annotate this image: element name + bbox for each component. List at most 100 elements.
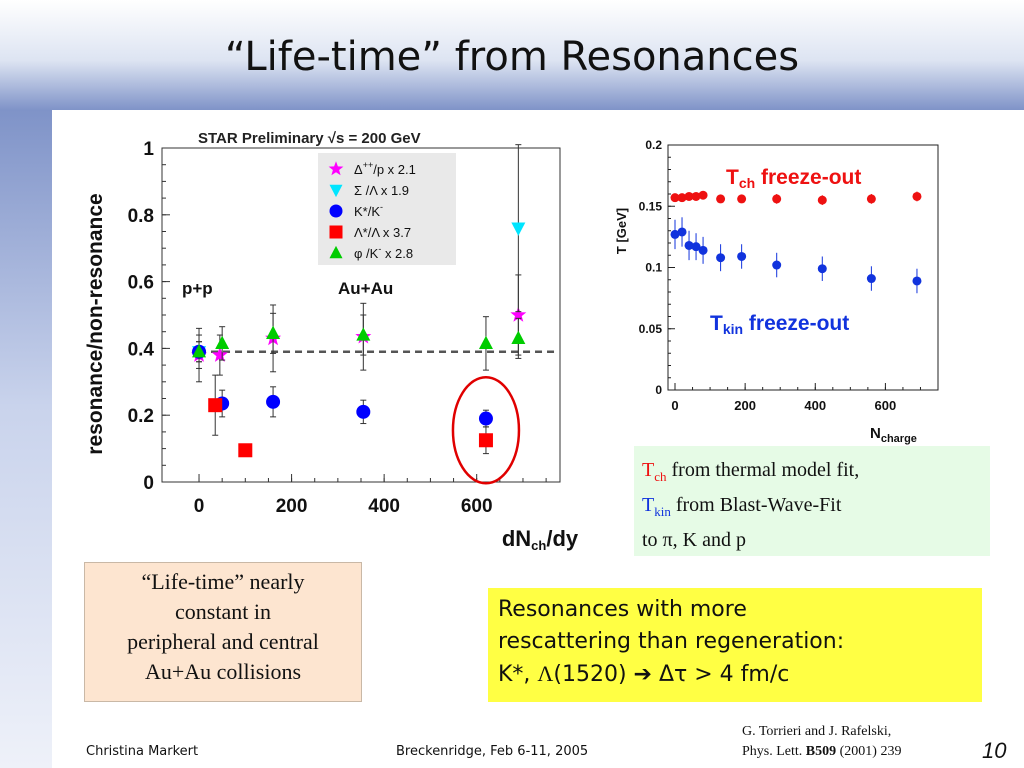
- annotation-pp: p+p: [182, 279, 213, 298]
- chart-title: STAR Preliminary √s = 200 GeV: [198, 130, 421, 147]
- data-point-circle: [478, 411, 493, 426]
- lifetime-line-4: Au+Au collisions: [144, 659, 302, 684]
- temperature-point: [737, 251, 747, 261]
- temperature-point: [817, 195, 827, 205]
- left-accent-band: [0, 110, 52, 768]
- lifetime-note-box: “Life-time” nearly constant in periphera…: [84, 562, 362, 702]
- x-tick-label: 0: [194, 496, 205, 517]
- tch-label: Tch freeze-out: [726, 166, 861, 191]
- lifetime-line-1: “Life-time” nearly: [141, 569, 305, 594]
- thermal-line-3: to π, K and p: [642, 529, 746, 551]
- x-tick-label: 600: [461, 496, 493, 517]
- resc-line-3: K*, Λ(1520) ➔ Δτ > 4 fm/c: [498, 661, 790, 687]
- resonance-chart-panel: Δ++/p x 2.1 Σ /Λ x 1.9 K*/K- Λ*/Λ x 3.7 φ /K…: [70, 114, 590, 554]
- data-point-triangle-up: [356, 327, 371, 341]
- data-point-triangle-up: [478, 335, 493, 349]
- y-tick-label: 0.8: [128, 206, 154, 227]
- y-tick-label: 1: [143, 139, 154, 160]
- temperature-chart: 0 200 400 600 0 0.05 0.1 0.15 0.2 T [GeV] Ncharg…: [614, 138, 939, 445]
- x-tick-label: 400: [368, 496, 400, 517]
- legend-marker-star: [328, 161, 344, 176]
- temperature-point: [716, 253, 726, 263]
- title-band: [0, 0, 1024, 110]
- footer-event: Breckenridge, Feb 6-11, 2005: [396, 744, 589, 759]
- resc-line-2: rescattering than regeneration:: [498, 629, 845, 654]
- data-point-triangle-up: [511, 330, 526, 344]
- y-tick-label: 0.2: [128, 406, 154, 427]
- y-tick-label: 0: [143, 473, 154, 494]
- resc-line-1: Resonances with more: [498, 597, 747, 622]
- rescattering-box: Resonances with more rescattering than r…: [488, 588, 982, 702]
- data-point-triangle-up: [266, 325, 281, 339]
- data-point-square: [478, 433, 493, 448]
- temperature-point: [684, 240, 694, 250]
- slide-title: “Life-time” from Resonances: [224, 34, 800, 80]
- y-tick-label-2: 0: [655, 383, 662, 397]
- legend-label: Λ*/Λ x 3.7: [354, 225, 411, 240]
- temperature-point: [691, 242, 701, 252]
- temperature-point: [670, 193, 680, 203]
- y-tick-label-2: 0.2: [645, 138, 662, 152]
- x-axis-label: dNch/dy: [502, 526, 579, 553]
- temperature-point: [677, 193, 687, 203]
- y-tick-label-2: 0.1: [645, 261, 662, 275]
- y-axis-label-2: T [GeV]: [614, 208, 629, 254]
- x-axis-label-2: Ncharge: [870, 425, 917, 445]
- legend-marker-square: [329, 225, 343, 239]
- lifetime-line-3: peripheral and central: [127, 629, 319, 654]
- temperature-point: [698, 190, 708, 200]
- resonance-chart: Δ++/p x 2.1 Σ /Λ x 1.9 K*/K- Λ*/Λ x 3.7 φ /K…: [84, 130, 579, 553]
- x-tick-label-2: 600: [875, 398, 897, 413]
- temperature-point: [817, 264, 827, 274]
- temperature-point: [866, 194, 876, 204]
- temperature-point: [691, 191, 701, 201]
- thermal-line-2: Tkin from Blast-Wave-Fit: [642, 494, 842, 519]
- tkin-label: Tkin freeze-out: [710, 312, 849, 337]
- data-point-circle: [266, 394, 281, 409]
- x-tick-label-2: 400: [804, 398, 826, 413]
- y-tick-label: 0.4: [128, 339, 155, 360]
- temperature-point: [677, 227, 687, 237]
- annotation-auau: Au+Au: [338, 279, 393, 298]
- x-tick-label-2: 0: [671, 398, 678, 413]
- thermal-model-box: Tch from thermal model fit, Tkin from Bl…: [634, 446, 990, 556]
- temperature-point: [772, 260, 782, 270]
- arrow-icon: ➔: [633, 662, 652, 687]
- temperature-point: [698, 245, 708, 255]
- data-point-star: [510, 306, 527, 322]
- footer-author: Christina Markert: [86, 744, 199, 759]
- x-tick-label-2: 200: [734, 398, 756, 413]
- temperature-point: [772, 194, 782, 204]
- y-axis-label: resonance/non-resonance: [84, 193, 107, 454]
- legend-marker-triangle-down: [329, 184, 343, 198]
- y-tick-label-2: 0.15: [639, 199, 663, 213]
- temperature-point: [912, 191, 922, 201]
- legend-label: Σ /Λ x 1.9: [354, 183, 409, 198]
- lifetime-line-2: constant in: [175, 599, 271, 624]
- legend-label: Δ++/p x 2.1: [354, 160, 416, 177]
- data-point-square: [208, 398, 223, 413]
- temperature-point: [912, 276, 922, 286]
- y-tick-label: 0.6: [128, 273, 154, 294]
- temperature-point: [866, 274, 876, 284]
- data-point-circle: [356, 404, 371, 419]
- thermal-line-1: Tch from thermal model fit,: [642, 459, 860, 484]
- temperature-chart-panel: 0 200 400 600 0 0.05 0.1 0.15 0.2 T [GeV] Ncharg…: [606, 111, 966, 451]
- data-point-star: [211, 346, 228, 362]
- temperature-point: [684, 191, 694, 201]
- temperature-point: [737, 194, 747, 204]
- data-point-triangle-up: [192, 344, 207, 358]
- highlight-circle: [451, 375, 521, 485]
- legend: Δ++/p x 2.1 Σ /Λ x 1.9 K*/K- Λ*/Λ x 3.7 φ /K…: [328, 160, 416, 261]
- data-point-square: [238, 443, 253, 458]
- legend-marker-triangle-up: [329, 245, 343, 259]
- legend-marker-circle: [329, 204, 343, 218]
- y-tick-label-2: 0.05: [639, 322, 663, 336]
- legend-label: φ /K- x 2.8: [354, 244, 413, 261]
- data-point-triangle-down: [511, 222, 526, 236]
- page-number: 10: [982, 738, 1007, 763]
- data-point-triangle-up: [215, 335, 230, 349]
- temperature-point: [670, 229, 680, 239]
- x-tick-label: 200: [276, 496, 308, 517]
- legend-label: K*/K-: [354, 202, 383, 219]
